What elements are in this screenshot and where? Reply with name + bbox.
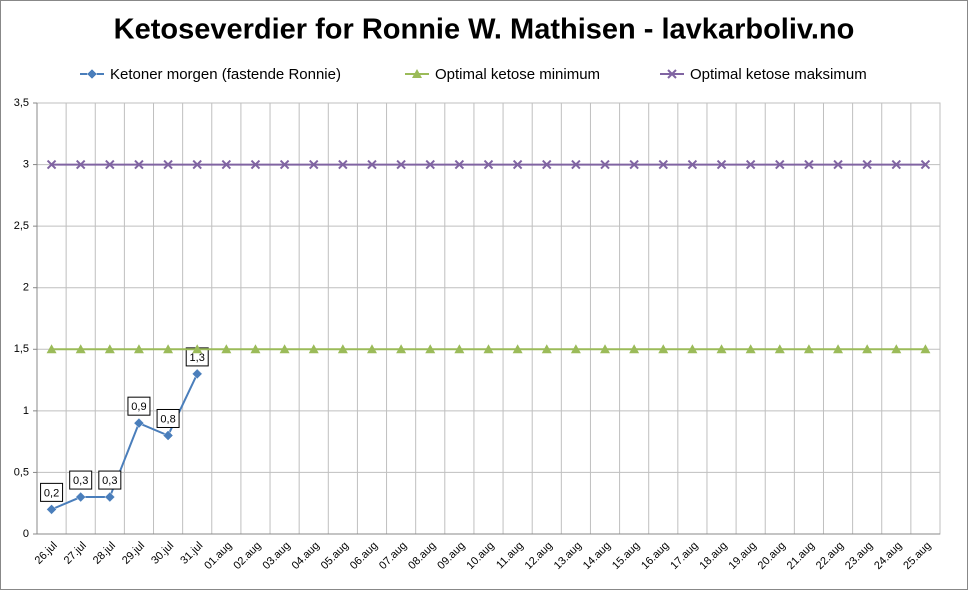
- data-label: 0,8: [160, 413, 175, 425]
- marker-triangle: [425, 344, 436, 354]
- marker-x: [600, 159, 610, 170]
- marker-triangle: [920, 344, 931, 354]
- marker-triangle: [891, 344, 902, 354]
- marker-x: [658, 159, 668, 170]
- marker-x: [775, 159, 785, 170]
- marker-triangle: [104, 344, 115, 354]
- marker-x: [163, 159, 173, 170]
- marker-triangle: [629, 344, 640, 354]
- marker-triangle: [774, 344, 785, 354]
- marker-triangle: [75, 344, 86, 354]
- marker-x: [629, 159, 639, 170]
- marker-triangle: [221, 344, 232, 354]
- data-label-box: [98, 470, 122, 490]
- marker-x: [367, 159, 377, 170]
- marker-triangle: [396, 344, 407, 354]
- marker-x: [134, 159, 144, 170]
- marker-x: [192, 159, 202, 170]
- marker-x: [804, 159, 814, 170]
- marker-diamond: [86, 68, 98, 80]
- marker-x: [105, 159, 115, 170]
- marker-x: [833, 159, 843, 170]
- y-tick-label: 0: [23, 528, 29, 540]
- marker-x: [309, 159, 319, 170]
- marker-diamond: [162, 430, 174, 441]
- marker-x: [46, 159, 57, 170]
- marker-x: [571, 159, 581, 170]
- marker-diamond: [133, 417, 145, 429]
- marker-triangle: [803, 344, 814, 354]
- marker-diamond: [104, 491, 116, 503]
- legend-label: Ketoner morgen (fastende Ronnie): [110, 66, 341, 83]
- y-tick-label: 1: [23, 405, 29, 417]
- marker-x: [891, 159, 902, 170]
- plot-area: [36, 102, 941, 535]
- marker-x: [221, 159, 232, 170]
- marker-x: [920, 159, 931, 170]
- marker-x: [667, 69, 677, 79]
- data-label: 0,2: [44, 487, 59, 499]
- marker-triangle: [192, 344, 203, 354]
- marker-x: [542, 159, 552, 170]
- marker-triangle: [687, 344, 698, 354]
- marker-triangle: [512, 344, 523, 354]
- marker-x: [862, 159, 872, 170]
- data-label: 0,3: [73, 475, 88, 487]
- marker-x: [396, 159, 406, 170]
- marker-triangle: [133, 344, 144, 354]
- y-tick-label: 0,5: [14, 466, 29, 478]
- marker-triangle: [745, 344, 756, 354]
- marker-triangle: [279, 344, 290, 354]
- marker-triangle: [600, 344, 611, 354]
- marker-x: [716, 159, 727, 170]
- marker-triangle: [862, 344, 873, 354]
- data-label-box: [69, 470, 93, 490]
- y-tick-label: 2: [23, 282, 29, 294]
- marker-x: [745, 159, 756, 170]
- y-tick-label: 2,5: [14, 220, 29, 232]
- marker-x: [75, 159, 86, 170]
- marker-triangle: [454, 344, 465, 354]
- y-tick-label: 3: [23, 158, 29, 170]
- marker-x: [454, 159, 465, 170]
- marker-triangle: [541, 344, 552, 354]
- marker-triangle: [163, 344, 174, 354]
- marker-triangle: [366, 344, 377, 354]
- marker-x: [338, 159, 348, 170]
- data-label: 0,9: [131, 401, 146, 413]
- marker-x: [425, 159, 435, 170]
- y-tick-label: 3,5: [14, 97, 29, 109]
- marker-triangle: [658, 344, 669, 354]
- legend-label: Optimal ketose minimum: [435, 66, 600, 83]
- y-tick-label: 1,5: [14, 343, 29, 355]
- marker-triangle: [46, 344, 57, 354]
- marker-diamond: [191, 368, 203, 380]
- marker-triangle: [250, 344, 261, 354]
- marker-triangle: [337, 344, 348, 354]
- marker-triangle: [308, 344, 319, 354]
- data-label: 1,3: [190, 352, 205, 364]
- marker-triangle: [570, 344, 581, 354]
- marker-x: [512, 159, 523, 170]
- marker-x: [483, 159, 494, 170]
- marker-triangle: [412, 69, 422, 78]
- marker-diamond: [75, 491, 87, 503]
- marker-x: [279, 159, 290, 170]
- marker-x: [687, 159, 698, 170]
- data-label-box: [127, 396, 151, 416]
- data-label-box: [40, 482, 64, 502]
- data-label-box: [156, 408, 180, 428]
- marker-triangle: [483, 344, 494, 354]
- marker-diamond: [46, 504, 57, 515]
- data-label: 0,3: [102, 475, 117, 487]
- legend-label: Optimal ketose maksimum: [690, 66, 867, 83]
- chart-title: Ketoseverdier for Ronnie W. Mathisen - l…: [114, 14, 855, 46]
- marker-triangle: [716, 344, 727, 354]
- marker-triangle: [833, 344, 844, 354]
- marker-x: [250, 159, 261, 170]
